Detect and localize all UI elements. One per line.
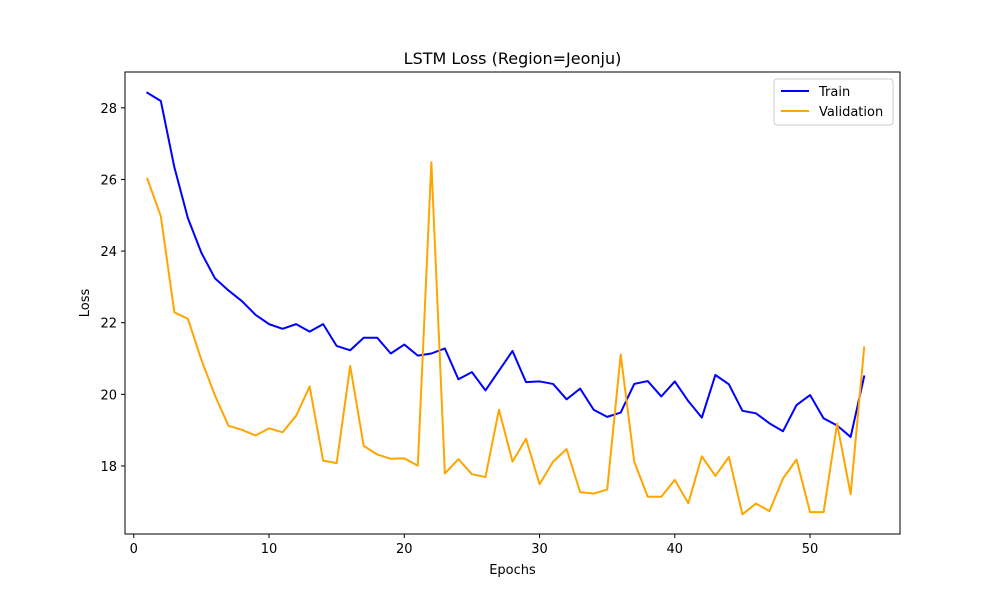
x-tick-label: 20 <box>396 542 413 557</box>
x-tick-label: 40 <box>667 542 684 557</box>
series-line-train <box>145 91 866 438</box>
y-axis-ticks: 18 20 22 24 26 28 <box>100 102 125 475</box>
x-axis-ticks: 0 10 20 30 40 50 <box>130 534 819 557</box>
y-tick-label: 18 <box>100 460 117 475</box>
plot-area-background <box>125 72 900 534</box>
legend-train-label: Train <box>818 85 850 100</box>
y-axis-label: Loss <box>78 289 93 318</box>
series-layer <box>145 91 866 516</box>
legend: Train Validation <box>773 78 894 126</box>
x-tick-label: 30 <box>531 542 548 557</box>
chart-title: LSTM Loss (Region=Jeonju) <box>404 49 622 68</box>
x-tick-label: 0 <box>130 542 138 557</box>
series-line-validation <box>146 161 866 516</box>
x-tick-label: 10 <box>261 542 278 557</box>
x-axis-label: Epochs <box>489 563 536 578</box>
y-tick-label: 26 <box>100 173 117 188</box>
legend-validation-label: Validation <box>819 105 883 120</box>
y-tick-label: 22 <box>100 317 117 332</box>
plot-area-frame <box>124 71 901 535</box>
y-tick-label: 28 <box>100 102 117 117</box>
y-tick-label: 20 <box>100 388 117 403</box>
y-tick-label: 24 <box>100 245 117 260</box>
x-tick-label: 50 <box>802 542 819 557</box>
